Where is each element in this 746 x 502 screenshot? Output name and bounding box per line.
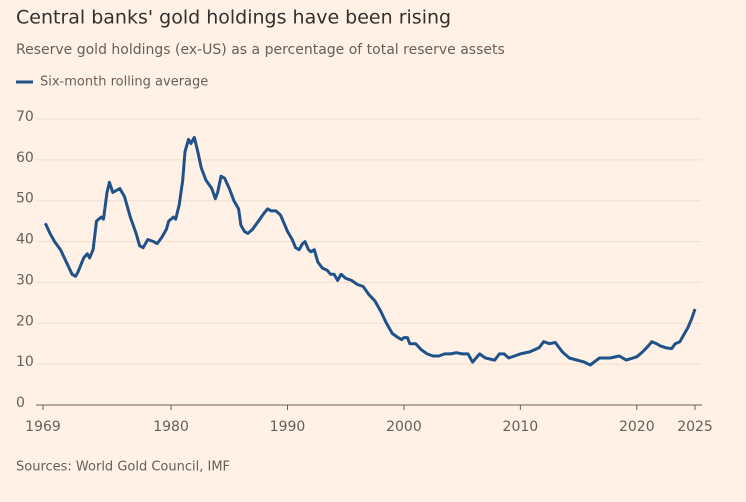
data-line: [43, 135, 697, 367]
x-tick-label: 1969: [25, 419, 61, 435]
y-tick-label: 60: [16, 150, 34, 166]
y-tick-label: 10: [16, 354, 34, 370]
y-tick-label: 40: [16, 232, 34, 248]
y-tick-label: 20: [16, 313, 34, 329]
x-tick-label: 2025: [677, 419, 713, 435]
chart-title: Central banks' gold holdings have been r…: [16, 7, 451, 29]
x-tick-label: 2010: [503, 419, 539, 435]
x-tick-label: 1990: [270, 419, 306, 435]
chart-subtitle: Reserve gold holdings (ex-US) as a perce…: [16, 42, 505, 58]
legend-label: Six-month rolling average: [40, 75, 208, 90]
y-tick-label: 30: [16, 272, 34, 288]
x-tick-label: 2000: [386, 419, 422, 435]
x-tick-label: 1980: [153, 419, 189, 435]
source: Sources: World Gold Council, IMF: [16, 460, 230, 475]
y-tick-label: 50: [16, 191, 34, 207]
x-tick-label: 2020: [619, 419, 655, 435]
y-tick-label: 0: [16, 395, 25, 411]
y-tick-label: 70: [16, 109, 34, 125]
